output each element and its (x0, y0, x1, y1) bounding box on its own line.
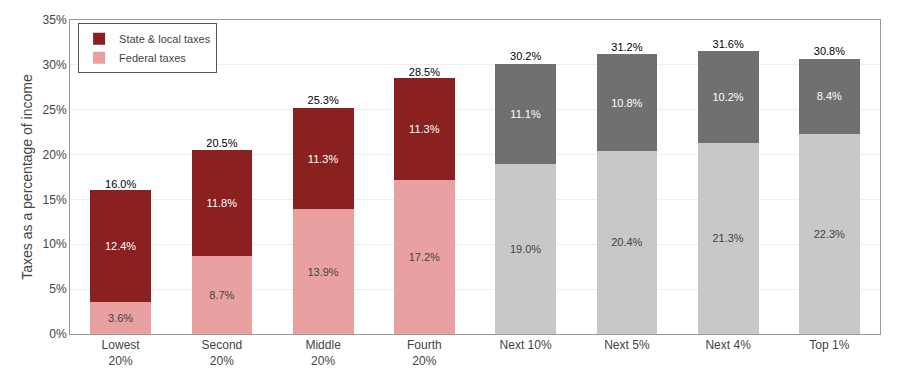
svg-text:25%: 25% (43, 103, 67, 117)
svg-text:11.3%: 11.3% (308, 153, 339, 165)
svg-text:Taxes as a percentage of incom: Taxes as a percentage of income (19, 74, 35, 280)
svg-text:11.1%: 11.1% (510, 108, 541, 120)
svg-text:30%: 30% (43, 58, 67, 72)
svg-text:Middle20%: Middle20% (305, 338, 341, 368)
svg-text:20.4%: 20.4% (611, 236, 642, 248)
svg-text:13.9%: 13.9% (307, 266, 338, 278)
svg-text:19.0%: 19.0% (510, 243, 541, 255)
svg-text:Next 5%: Next 5% (604, 338, 650, 352)
svg-text:10.2%: 10.2% (712, 91, 743, 103)
svg-text:State & local taxes: State & local taxes (119, 33, 211, 45)
svg-text:11.8%: 11.8% (207, 197, 238, 209)
svg-text:17.2%: 17.2% (409, 251, 440, 263)
svg-text:15%: 15% (43, 193, 67, 207)
svg-text:22.3%: 22.3% (814, 228, 845, 240)
svg-text:Lowest20%: Lowest20% (102, 338, 141, 368)
svg-text:10%: 10% (43, 237, 67, 251)
svg-text:20.5%: 20.5% (206, 137, 237, 149)
svg-text:Federal taxes: Federal taxes (119, 52, 186, 64)
svg-text:31.6%: 31.6% (713, 38, 744, 50)
svg-text:0%: 0% (49, 327, 67, 341)
svg-text:8.7%: 8.7% (209, 289, 234, 301)
svg-text:25.3%: 25.3% (308, 94, 339, 106)
svg-text:30.8%: 30.8% (814, 45, 845, 57)
svg-text:11.3%: 11.3% (409, 123, 440, 135)
svg-text:30.2%: 30.2% (510, 50, 541, 62)
svg-text:20%: 20% (43, 148, 67, 162)
svg-text:8.4%: 8.4% (817, 90, 842, 102)
svg-text:31.2%: 31.2% (611, 41, 642, 53)
svg-text:10.8%: 10.8% (611, 97, 642, 109)
svg-text:Top 1%: Top 1% (809, 338, 849, 352)
svg-text:16.0%: 16.0% (105, 178, 136, 190)
svg-text:3.6%: 3.6% (108, 312, 133, 324)
svg-text:Next 10%: Next 10% (500, 338, 552, 352)
svg-text:35%: 35% (43, 13, 67, 27)
svg-text:Next 4%: Next 4% (705, 338, 751, 352)
svg-text:Fourth20%: Fourth20% (407, 338, 442, 368)
svg-text:Second20%: Second20% (202, 338, 243, 368)
svg-text:28.5%: 28.5% (409, 66, 440, 78)
svg-text:5%: 5% (49, 282, 67, 296)
svg-text:12.4%: 12.4% (105, 240, 136, 252)
svg-text:21.3%: 21.3% (712, 232, 743, 244)
